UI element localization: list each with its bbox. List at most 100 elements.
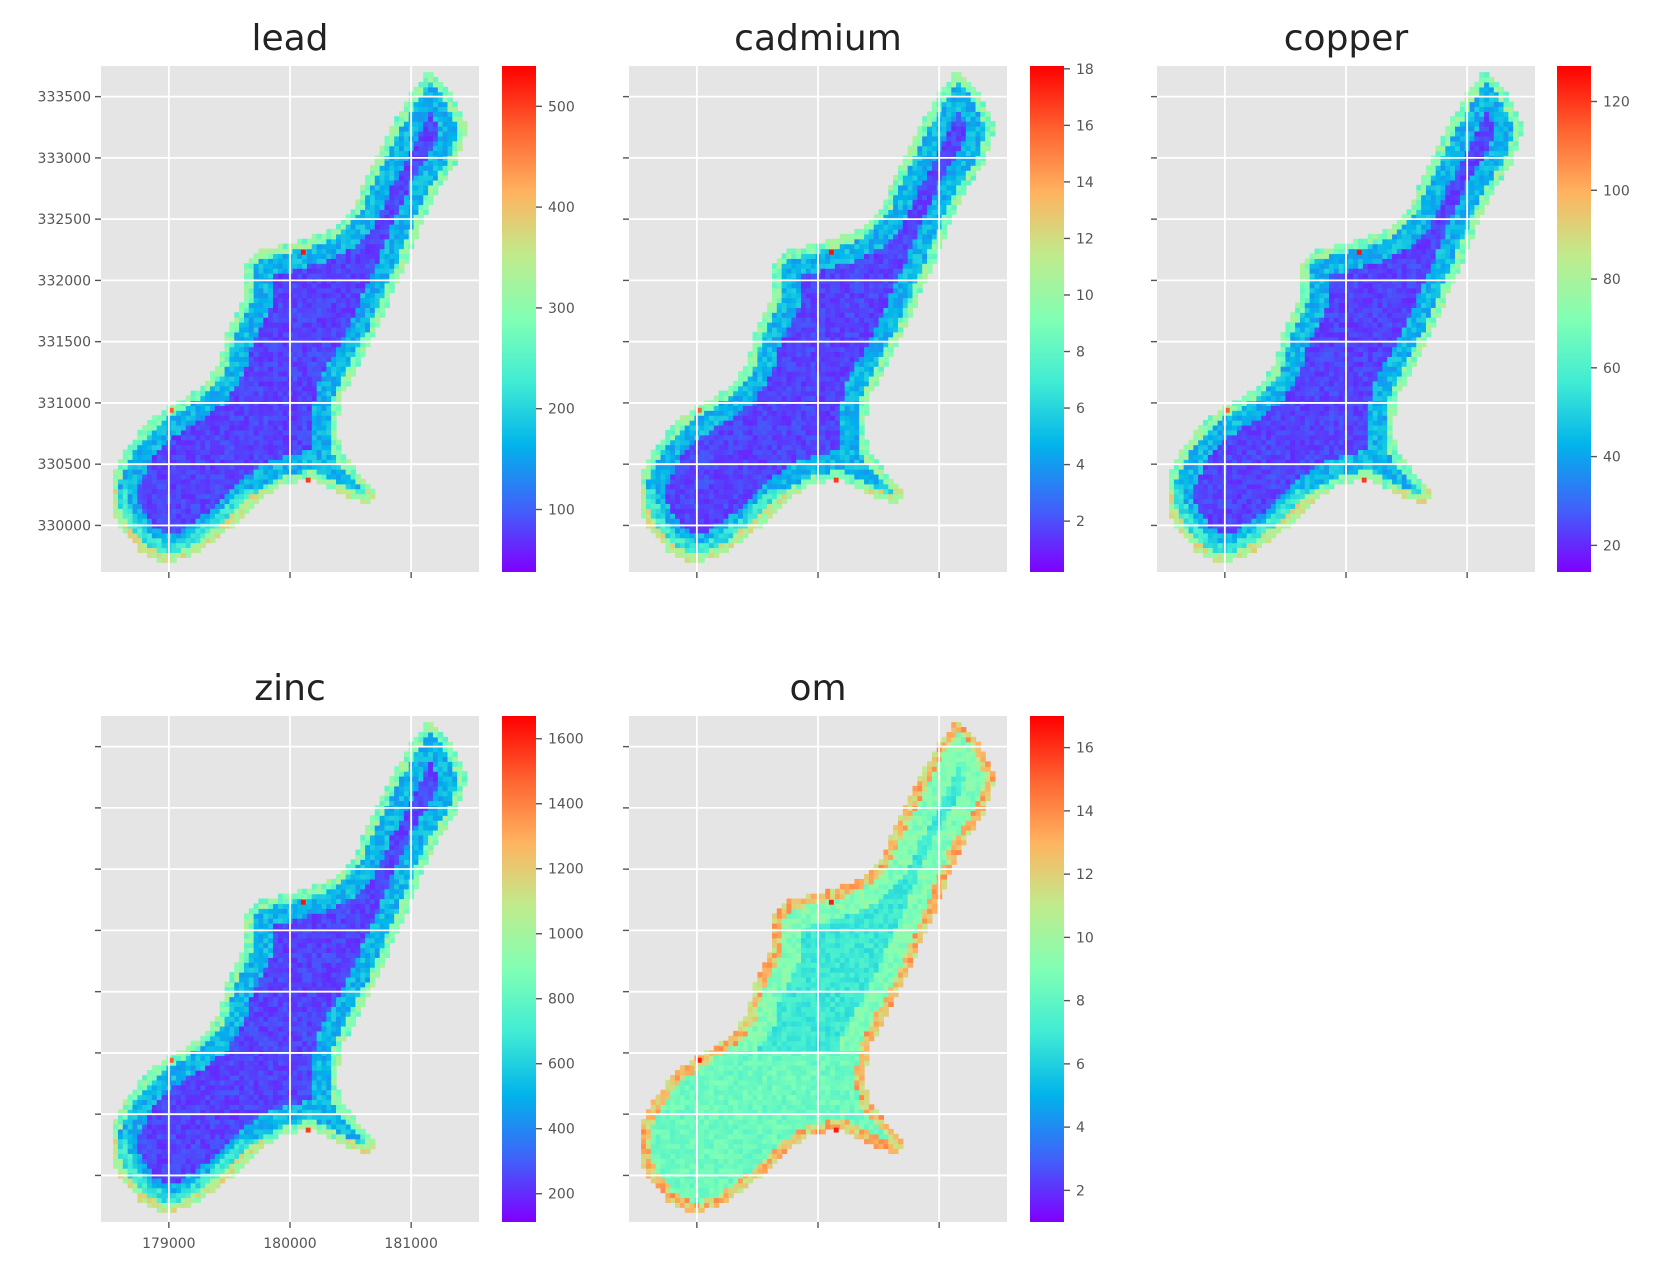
- raster-cell: [442, 111, 449, 117]
- raster-cell: [292, 341, 298, 348]
- raster-cell: [268, 473, 274, 480]
- raster-cell: [897, 175, 904, 181]
- raster-cell: [331, 282, 337, 289]
- raster-cell: [340, 233, 347, 240]
- raster-cell: [873, 287, 880, 294]
- raster-cell: [883, 361, 889, 367]
- raster-cell: [767, 302, 773, 308]
- raster-cell: [873, 243, 880, 250]
- raster-cell: [399, 268, 405, 274]
- raster-cell: [316, 307, 323, 313]
- raster-cell: [738, 488, 744, 495]
- raster-cell: [302, 322, 308, 328]
- raster-cell: [224, 518, 231, 524]
- raster-cell: [854, 346, 860, 353]
- raster-cell: [684, 542, 691, 549]
- raster-cell: [723, 424, 729, 431]
- raster-cell: [859, 258, 865, 264]
- raster-cell: [854, 253, 860, 259]
- raster-cell: [704, 434, 710, 441]
- raster-cell: [859, 464, 865, 470]
- raster-cell: [273, 439, 279, 446]
- raster-cell: [689, 464, 696, 470]
- raster-cell: [844, 395, 851, 402]
- raster-cell: [248, 268, 255, 274]
- raster-cell: [849, 439, 855, 446]
- raster-cell: [234, 424, 240, 431]
- raster-cell: [665, 464, 671, 470]
- raster-cell: [151, 513, 158, 519]
- raster-cell: [708, 547, 715, 553]
- raster-cell: [282, 307, 289, 313]
- raster-cell: [805, 459, 812, 465]
- raster-cell: [336, 366, 342, 372]
- raster-cell: [917, 140, 923, 147]
- raster-cell: [234, 322, 240, 328]
- raster-cell: [708, 420, 715, 426]
- raster-cell: [399, 199, 405, 206]
- raster-cell: [336, 449, 342, 455]
- raster-cell: [902, 302, 909, 308]
- raster-cell: [394, 273, 400, 279]
- raster-cell: [689, 493, 696, 500]
- raster-cell: [873, 483, 880, 490]
- raster-cell: [742, 380, 749, 387]
- raster-cell: [810, 469, 817, 475]
- raster-cell: [403, 233, 410, 240]
- raster-cell: [331, 390, 337, 397]
- raster-cell: [917, 273, 923, 279]
- raster-cell: [336, 439, 342, 446]
- raster-cell: [413, 214, 420, 220]
- raster-cell: [655, 493, 662, 500]
- raster-cell: [786, 420, 792, 426]
- raster-cell: [316, 326, 323, 333]
- raster-cell: [316, 273, 323, 279]
- raster-cell: [902, 179, 909, 186]
- raster-cell: [292, 473, 298, 480]
- raster-cell: [830, 366, 836, 372]
- raster-cell: [893, 175, 899, 181]
- raster-cell: [180, 493, 187, 500]
- raster-cell: [219, 356, 226, 362]
- raster-cell: [883, 336, 889, 343]
- raster-cell: [239, 488, 245, 495]
- raster-cell: [922, 184, 928, 191]
- raster-cell: [292, 415, 298, 421]
- raster-cell: [384, 165, 390, 171]
- raster-cell: [389, 273, 395, 279]
- raster-cell: [873, 214, 880, 220]
- raster-cell: [437, 81, 444, 88]
- raster-cell: [316, 297, 323, 304]
- raster-cell: [771, 444, 778, 451]
- raster-cell: [757, 459, 763, 465]
- raster-cell: [418, 116, 424, 122]
- raster-cell: [689, 469, 696, 475]
- raster-cell: [297, 464, 303, 470]
- raster-cell: [268, 336, 274, 343]
- raster-cell: [859, 287, 865, 294]
- raster-cell: [316, 292, 323, 299]
- raster-cell: [151, 488, 158, 495]
- raster-cell: [302, 307, 308, 313]
- raster-cell: [316, 385, 323, 392]
- raster-cell: [718, 513, 725, 519]
- raster-cell: [757, 390, 763, 397]
- raster-cell: [282, 253, 289, 259]
- raster-cell: [418, 101, 424, 108]
- raster-cell: [796, 366, 802, 372]
- raster-cell: [263, 312, 269, 318]
- raster-cell: [243, 317, 250, 323]
- raster-cell: [675, 483, 681, 490]
- raster-cell: [854, 434, 860, 441]
- raster-cell: [747, 385, 754, 392]
- raster-cell: [704, 464, 710, 470]
- raster-cell: [917, 268, 923, 274]
- raster-cell: [718, 454, 725, 460]
- raster-cell: [316, 366, 323, 372]
- raster-cell: [844, 248, 851, 255]
- raster-cell: [912, 228, 918, 235]
- raster-cell: [931, 219, 938, 225]
- raster-cell: [369, 248, 376, 255]
- raster-cell: [379, 287, 386, 294]
- raster-cell: [452, 130, 458, 137]
